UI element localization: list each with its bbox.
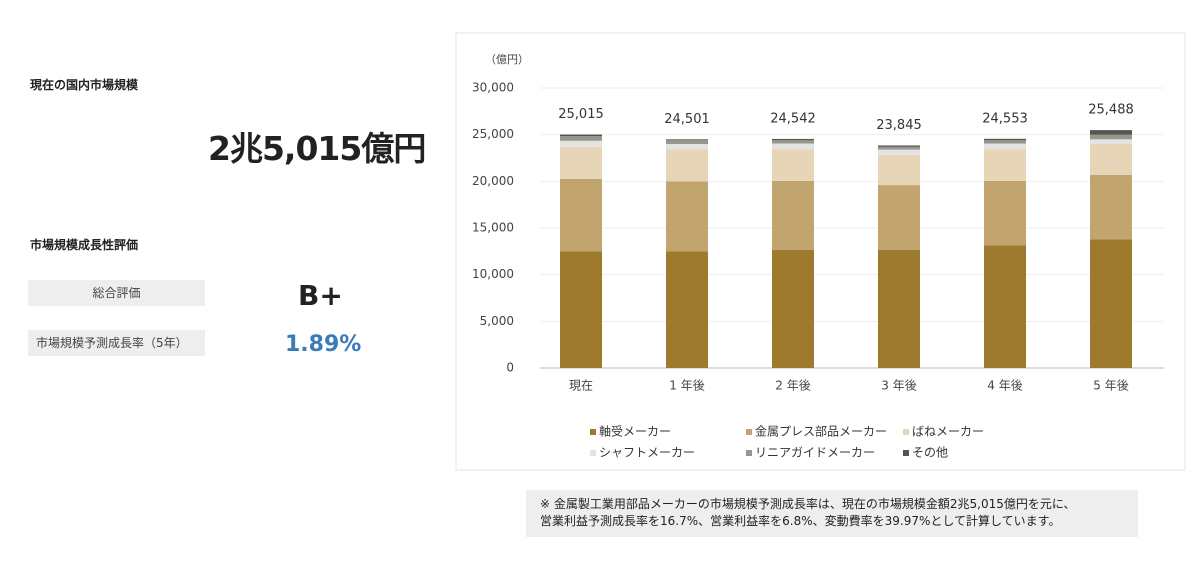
bar-segment bbox=[984, 138, 1026, 141]
bar-segment bbox=[1090, 139, 1132, 144]
legend-swatch bbox=[903, 429, 909, 435]
heading: 現在の国内市場規模 bbox=[30, 78, 139, 92]
bar-segment bbox=[560, 140, 602, 147]
bar-segment bbox=[772, 249, 814, 368]
bar-segment bbox=[666, 149, 708, 182]
bar-segment bbox=[984, 149, 1026, 181]
legend-swatch bbox=[903, 450, 909, 456]
legend-swatch bbox=[590, 450, 596, 456]
x-tick-label: 5 年後 bbox=[1093, 379, 1128, 393]
y-tick-label: 5,000 bbox=[480, 314, 514, 328]
bar-segment bbox=[772, 138, 814, 141]
heading: 市場規模成長性評価 bbox=[30, 238, 139, 252]
legend-label: シャフトメーカー bbox=[599, 446, 695, 460]
bar-segment bbox=[984, 143, 1026, 150]
growth-rate: 1.89% bbox=[285, 332, 362, 357]
x-tick-label: 3 年後 bbox=[881, 379, 916, 393]
bar-segment bbox=[560, 134, 602, 137]
bar-segment bbox=[666, 144, 708, 150]
bar-segment bbox=[878, 154, 920, 186]
bar-segment bbox=[772, 140, 814, 144]
total-label: 24,501 bbox=[664, 112, 710, 127]
x-tick-label: 4 年後 bbox=[987, 379, 1022, 393]
y-tick-label: 0 bbox=[506, 361, 514, 375]
bar-segment bbox=[772, 149, 814, 181]
bar-segment bbox=[772, 143, 814, 150]
bar-segment bbox=[878, 149, 920, 155]
y-tick-label: 20,000 bbox=[472, 174, 514, 188]
y-tick-label: 10,000 bbox=[472, 267, 514, 281]
note-line: 営業利益予測成長率を16.7%、営業利益率を6.8%、変動費率を39.97%とし… bbox=[540, 514, 1061, 528]
total-label: 24,542 bbox=[770, 111, 816, 126]
legend-label: その他 bbox=[912, 446, 948, 460]
market-size-value: 2兆5,015億円 bbox=[208, 129, 426, 168]
bar-segment bbox=[1090, 174, 1132, 240]
bar-segment bbox=[560, 179, 602, 252]
row-label: 市場規模予測成長率（5年） bbox=[28, 330, 205, 356]
bar-segment bbox=[666, 251, 708, 368]
x-tick-label: 現在 bbox=[569, 379, 593, 393]
legend-label: ばねメーカー bbox=[912, 425, 984, 439]
bar-segment bbox=[560, 136, 602, 141]
bar-segment bbox=[560, 146, 602, 179]
legend-label: 金属プレス部品メーカー bbox=[755, 425, 887, 439]
total-label: 24,553 bbox=[982, 111, 1028, 126]
axis-label: （億円） bbox=[485, 53, 529, 66]
bar-segment bbox=[878, 146, 920, 150]
bar-segment bbox=[984, 180, 1026, 246]
bar-segment bbox=[560, 251, 602, 368]
y-tick-label: 15,000 bbox=[472, 221, 514, 235]
legend-swatch bbox=[590, 429, 596, 435]
y-tick-label: 25,000 bbox=[472, 127, 514, 141]
legend-label: 軸受メーカー bbox=[599, 425, 671, 439]
bar-segment bbox=[772, 180, 814, 250]
note-line: ※ 金属製工業用部品メーカーの市場規模予測成長率は、現在の市場規模金額2兆5,0… bbox=[540, 497, 1076, 511]
total-label: 25,015 bbox=[558, 107, 604, 122]
total-label: 23,845 bbox=[876, 118, 922, 133]
rating: B+ bbox=[298, 279, 343, 312]
bar-segment bbox=[984, 140, 1026, 144]
note: ※ 金属製工業用部品メーカーの市場規模予測成長率は、現在の市場規模金額2兆5,0… bbox=[526, 490, 1138, 537]
bar-segment bbox=[666, 140, 708, 144]
row-label: 総合評価 bbox=[28, 280, 205, 306]
legend-label: リニアガイドメーカー bbox=[755, 446, 875, 460]
bar-segment bbox=[878, 145, 920, 147]
bar-segment bbox=[1090, 130, 1132, 135]
legend-swatch bbox=[746, 450, 752, 456]
bar-segment bbox=[1090, 134, 1132, 140]
bar-segment bbox=[984, 245, 1026, 368]
chart-frame bbox=[455, 32, 1186, 471]
y-tick-label: 30,000 bbox=[472, 81, 514, 95]
total-label: 25,488 bbox=[1088, 103, 1134, 118]
bar-segment bbox=[666, 181, 708, 252]
legend-swatch bbox=[746, 429, 752, 435]
x-tick-label: 1 年後 bbox=[669, 379, 704, 393]
bar-segment bbox=[878, 249, 920, 368]
bar-segment bbox=[1090, 239, 1132, 368]
bar-segment bbox=[666, 139, 708, 141]
x-tick-label: 2 年後 bbox=[775, 379, 810, 393]
bar-segment bbox=[878, 185, 920, 250]
bar-segment bbox=[1090, 144, 1132, 175]
